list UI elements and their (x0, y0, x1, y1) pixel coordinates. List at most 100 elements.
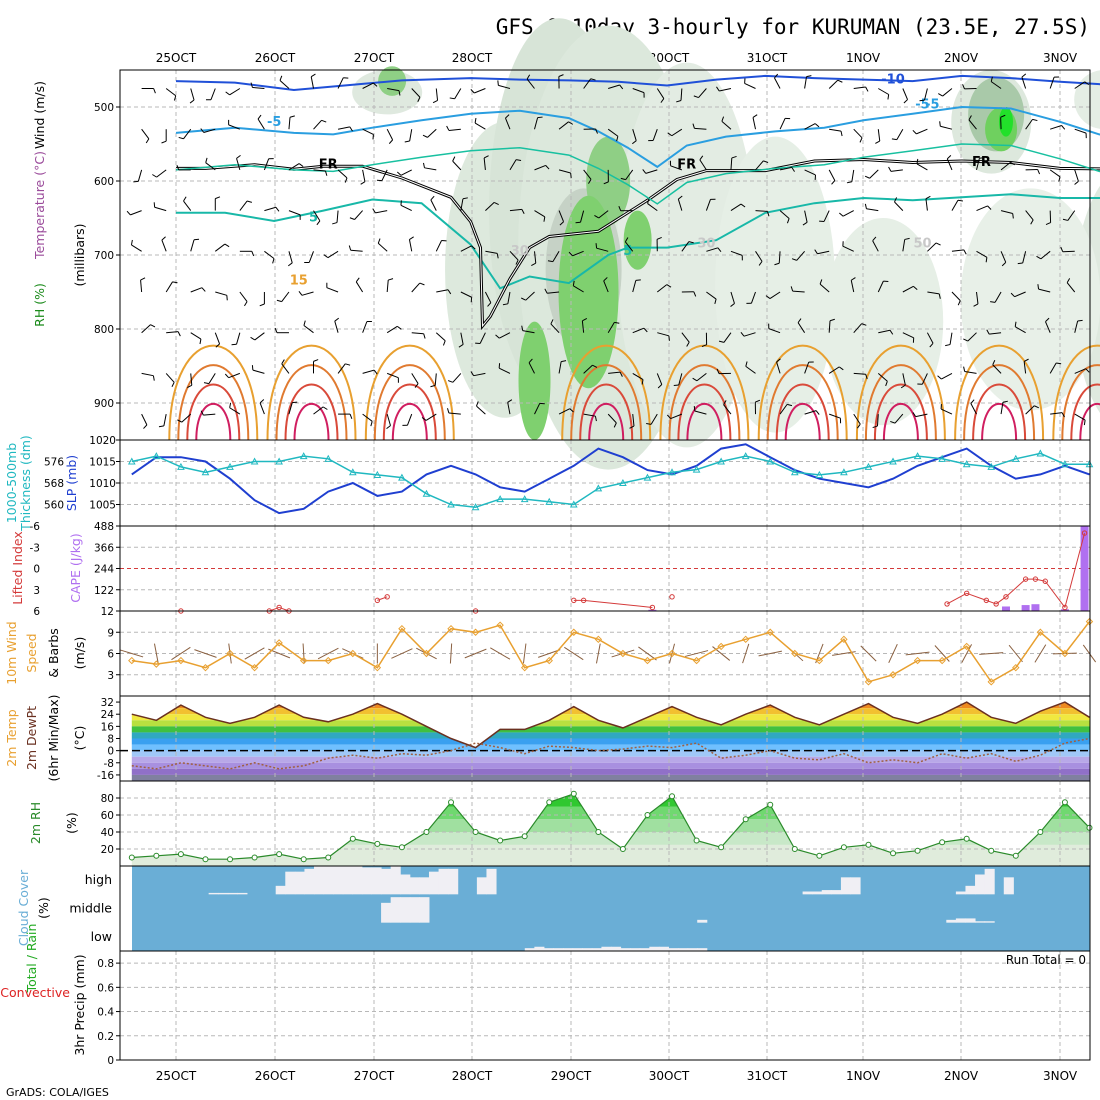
wind-barb-flag (287, 262, 293, 267)
wind-barb (1074, 169, 1079, 182)
thickness-tick-label: 568 (44, 478, 64, 490)
warm-temperature-contour (668, 364, 741, 441)
wind-barb (411, 373, 419, 384)
wind-barb (313, 119, 322, 130)
wind-barb (190, 287, 203, 293)
wind-barb-flag (935, 242, 941, 246)
wind-barb-flag (1045, 317, 1050, 323)
wind-barb (263, 158, 270, 171)
rh-shading-high (998, 107, 1013, 137)
wind-speed-marker (619, 649, 627, 658)
cloud-cell (831, 890, 842, 895)
wind-barb-flag (322, 406, 328, 410)
surface-wind-barb (961, 644, 973, 663)
wind-barb (483, 157, 486, 170)
wind-barb-flag (774, 73, 779, 79)
slp-tick-label: 1005 (89, 500, 116, 512)
wind-barb (853, 372, 866, 375)
wind-barb (994, 291, 1002, 303)
wind-barb-flag (559, 221, 564, 226)
y-tick-label: 60 (101, 810, 114, 822)
cloud-cell (543, 948, 555, 951)
wind-barb (696, 373, 707, 382)
wind-barb-flag (815, 410, 820, 415)
wind-speed-marker (152, 660, 161, 668)
cloud-cell (630, 948, 641, 951)
wind-barb-flag (919, 99, 925, 102)
wind-barb (301, 291, 314, 296)
wind-barb-flag (721, 116, 725, 122)
wind-barb (925, 198, 928, 211)
rh-marker (153, 852, 160, 859)
wind-barb (632, 280, 637, 293)
rh-marker (177, 851, 184, 858)
wind-barb-flag (349, 413, 353, 419)
wind-barb-flag (1074, 180, 1079, 185)
thickness-marker (1061, 460, 1069, 468)
wind-barb-flag (717, 247, 722, 253)
wind-barb-flag (150, 324, 156, 328)
wind-barb-flag (324, 170, 328, 176)
cloud-cell (476, 877, 487, 895)
wind-barb-flag (985, 257, 988, 263)
wind-barb (902, 332, 914, 339)
wind-barb-flag (716, 368, 720, 374)
wind-barb (877, 280, 884, 293)
cloud-cell (965, 885, 976, 895)
wind-barb-flag (1023, 358, 1029, 362)
cloud-cell (323, 866, 334, 895)
grads-credit: GrADS: COLA/IGES (6, 1086, 109, 1099)
cloud-cell (563, 948, 574, 951)
wind-barb (657, 332, 670, 337)
wind-barb (1000, 251, 1007, 263)
wind-barb (645, 169, 658, 174)
label-rh: RH (%) (32, 283, 47, 327)
wind-barb (141, 413, 148, 426)
thickness-marker (962, 460, 971, 468)
wind-barb-flag (693, 95, 699, 99)
wind-barb (583, 169, 592, 180)
wind-barb-flag (274, 327, 278, 333)
wind-barb-flag (348, 245, 352, 251)
wind-barb (894, 413, 904, 424)
y-tick-label: -8 (104, 758, 114, 770)
wind-barb (354, 210, 363, 220)
label-wind: Wind (m/s) (32, 81, 47, 149)
wind-barb (804, 361, 810, 374)
lifted-index-marker (276, 604, 282, 611)
rh-marker (767, 801, 774, 808)
y-tick-label: 0.8 (97, 958, 114, 970)
temperature-band (131, 714, 1090, 721)
wind-barb (236, 332, 241, 345)
cape-tick-label: 122 (94, 585, 114, 597)
warm-temperature-contour (391, 402, 428, 441)
wind-barb-flag (1034, 405, 1040, 409)
wind-barb (409, 129, 413, 142)
cloud-cell (419, 877, 430, 895)
cloud-cell (342, 866, 353, 895)
y-tick-label: 500 (94, 102, 114, 114)
wind-barb (829, 413, 841, 419)
wind-barb (698, 88, 707, 98)
wind-barb (624, 241, 634, 252)
rh-marker (718, 844, 725, 851)
wind-speed-marker (766, 628, 774, 636)
wind-barb-flag (495, 334, 500, 339)
wind-barb-flag (1084, 81, 1090, 86)
wind-barb-flag (1037, 284, 1040, 290)
rh-marker (669, 793, 676, 800)
wind-barb (967, 332, 977, 342)
wind-barb (313, 169, 326, 172)
wind-barb-flag (786, 218, 790, 224)
lifted-index-marker (1032, 576, 1039, 582)
cloud-cell (390, 866, 401, 895)
lifted-index-marker (1003, 594, 1009, 600)
wind-speed-marker (1036, 628, 1045, 636)
contour-label: -5 (915, 97, 929, 112)
wind-speed-marker (668, 649, 676, 658)
wind-barb (921, 373, 928, 385)
rh-band (131, 793, 1090, 807)
rh-shading (715, 136, 836, 433)
wind-barb-flag (422, 134, 428, 138)
